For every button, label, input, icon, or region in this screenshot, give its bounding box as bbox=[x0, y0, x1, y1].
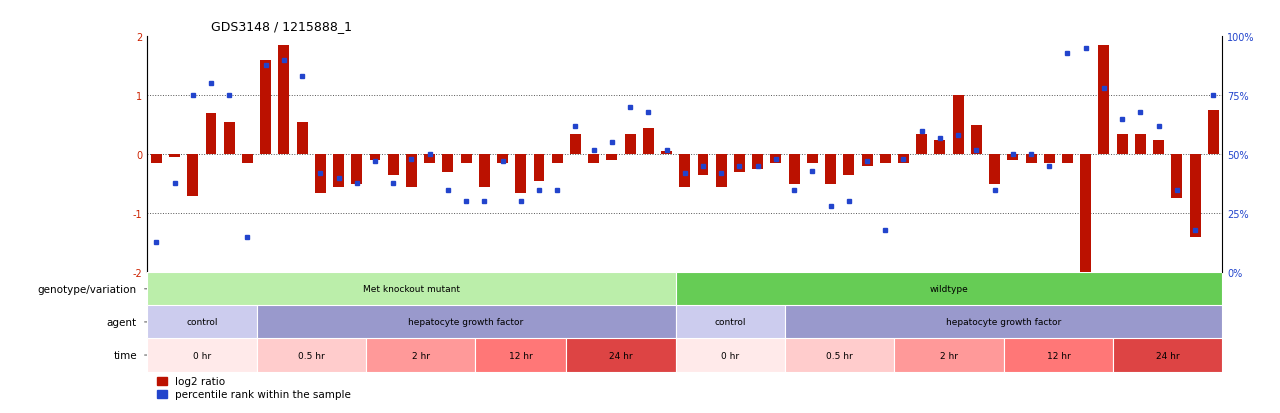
Bar bbox=[224, 123, 234, 155]
Text: time: time bbox=[114, 350, 137, 360]
Bar bbox=[388, 155, 398, 176]
Text: 2 hr: 2 hr bbox=[412, 351, 430, 360]
Bar bbox=[895, 339, 1004, 372]
Bar bbox=[151, 155, 161, 164]
Bar bbox=[297, 123, 307, 155]
Text: control: control bbox=[714, 318, 746, 327]
Bar bbox=[1062, 155, 1073, 164]
Bar bbox=[785, 306, 1222, 339]
Bar bbox=[1080, 155, 1091, 273]
Bar bbox=[660, 152, 672, 155]
Bar bbox=[899, 155, 909, 164]
Bar bbox=[1114, 339, 1222, 372]
Bar bbox=[443, 155, 453, 173]
Bar bbox=[370, 155, 380, 161]
Text: GDS3148 / 1215888_1: GDS3148 / 1215888_1 bbox=[211, 20, 352, 33]
Text: Met knockout mutant: Met knockout mutant bbox=[364, 285, 460, 294]
Bar bbox=[1004, 339, 1114, 372]
Bar bbox=[916, 134, 927, 155]
Bar bbox=[785, 339, 895, 372]
Bar bbox=[1025, 155, 1037, 164]
Legend: log2 ratio, percentile rank within the sample: log2 ratio, percentile rank within the s… bbox=[152, 372, 356, 404]
Bar bbox=[806, 155, 818, 164]
Bar bbox=[406, 155, 417, 187]
Bar bbox=[1135, 134, 1146, 155]
Bar bbox=[351, 155, 362, 184]
Text: 12 hr: 12 hr bbox=[509, 351, 532, 360]
Text: 0.5 hr: 0.5 hr bbox=[827, 351, 852, 360]
Bar bbox=[256, 339, 366, 372]
Bar bbox=[826, 155, 836, 184]
Text: hepatocyte growth factor: hepatocyte growth factor bbox=[946, 318, 1061, 327]
Bar bbox=[570, 134, 581, 155]
Text: 0.5 hr: 0.5 hr bbox=[298, 351, 325, 360]
Bar bbox=[333, 155, 344, 187]
Bar bbox=[147, 273, 676, 306]
Bar bbox=[147, 306, 256, 339]
Bar bbox=[479, 155, 490, 187]
Bar bbox=[676, 273, 1222, 306]
Bar bbox=[1043, 155, 1055, 164]
Bar bbox=[279, 46, 289, 155]
Bar bbox=[497, 155, 508, 164]
Bar bbox=[1189, 155, 1201, 237]
Text: control: control bbox=[186, 318, 218, 327]
Text: agent: agent bbox=[106, 317, 137, 327]
Bar bbox=[187, 155, 198, 196]
Bar bbox=[260, 61, 271, 155]
Bar bbox=[753, 155, 763, 170]
Bar bbox=[589, 155, 599, 164]
Text: wildtype: wildtype bbox=[929, 285, 969, 294]
Bar bbox=[680, 155, 690, 187]
Bar bbox=[643, 128, 654, 155]
Bar bbox=[366, 339, 475, 372]
Bar bbox=[989, 155, 1000, 184]
Bar bbox=[934, 140, 946, 155]
Bar bbox=[607, 155, 617, 161]
Bar bbox=[206, 114, 216, 155]
Bar bbox=[698, 155, 709, 176]
Bar bbox=[676, 339, 785, 372]
Bar bbox=[256, 306, 676, 339]
Bar bbox=[552, 155, 563, 164]
Bar bbox=[1171, 155, 1183, 199]
Text: 2 hr: 2 hr bbox=[940, 351, 957, 360]
Text: 0 hr: 0 hr bbox=[722, 351, 740, 360]
Text: 0 hr: 0 hr bbox=[193, 351, 211, 360]
Bar bbox=[242, 155, 253, 164]
Bar bbox=[315, 155, 326, 193]
Bar bbox=[952, 96, 964, 155]
Bar bbox=[147, 339, 256, 372]
Bar bbox=[424, 155, 435, 164]
Bar bbox=[1153, 140, 1164, 155]
Bar bbox=[1007, 155, 1019, 161]
Bar bbox=[972, 126, 982, 155]
Bar bbox=[534, 155, 544, 181]
Bar bbox=[733, 155, 745, 173]
Bar bbox=[1098, 46, 1110, 155]
Text: 24 hr: 24 hr bbox=[1156, 351, 1180, 360]
Bar bbox=[475, 339, 566, 372]
Bar bbox=[716, 155, 727, 187]
Text: hepatocyte growth factor: hepatocyte growth factor bbox=[408, 318, 524, 327]
Bar bbox=[1116, 134, 1128, 155]
Bar bbox=[461, 155, 471, 164]
Bar bbox=[625, 134, 636, 155]
Bar bbox=[516, 155, 526, 193]
Text: 24 hr: 24 hr bbox=[609, 351, 632, 360]
Bar bbox=[566, 339, 676, 372]
Bar bbox=[771, 155, 781, 164]
Text: 12 hr: 12 hr bbox=[1047, 351, 1070, 360]
Bar bbox=[788, 155, 800, 184]
Bar bbox=[676, 306, 785, 339]
Bar bbox=[844, 155, 854, 176]
Bar bbox=[169, 155, 180, 158]
Text: genotype/variation: genotype/variation bbox=[38, 284, 137, 294]
Bar bbox=[1208, 111, 1219, 155]
Bar bbox=[879, 155, 891, 164]
Bar bbox=[861, 155, 873, 166]
